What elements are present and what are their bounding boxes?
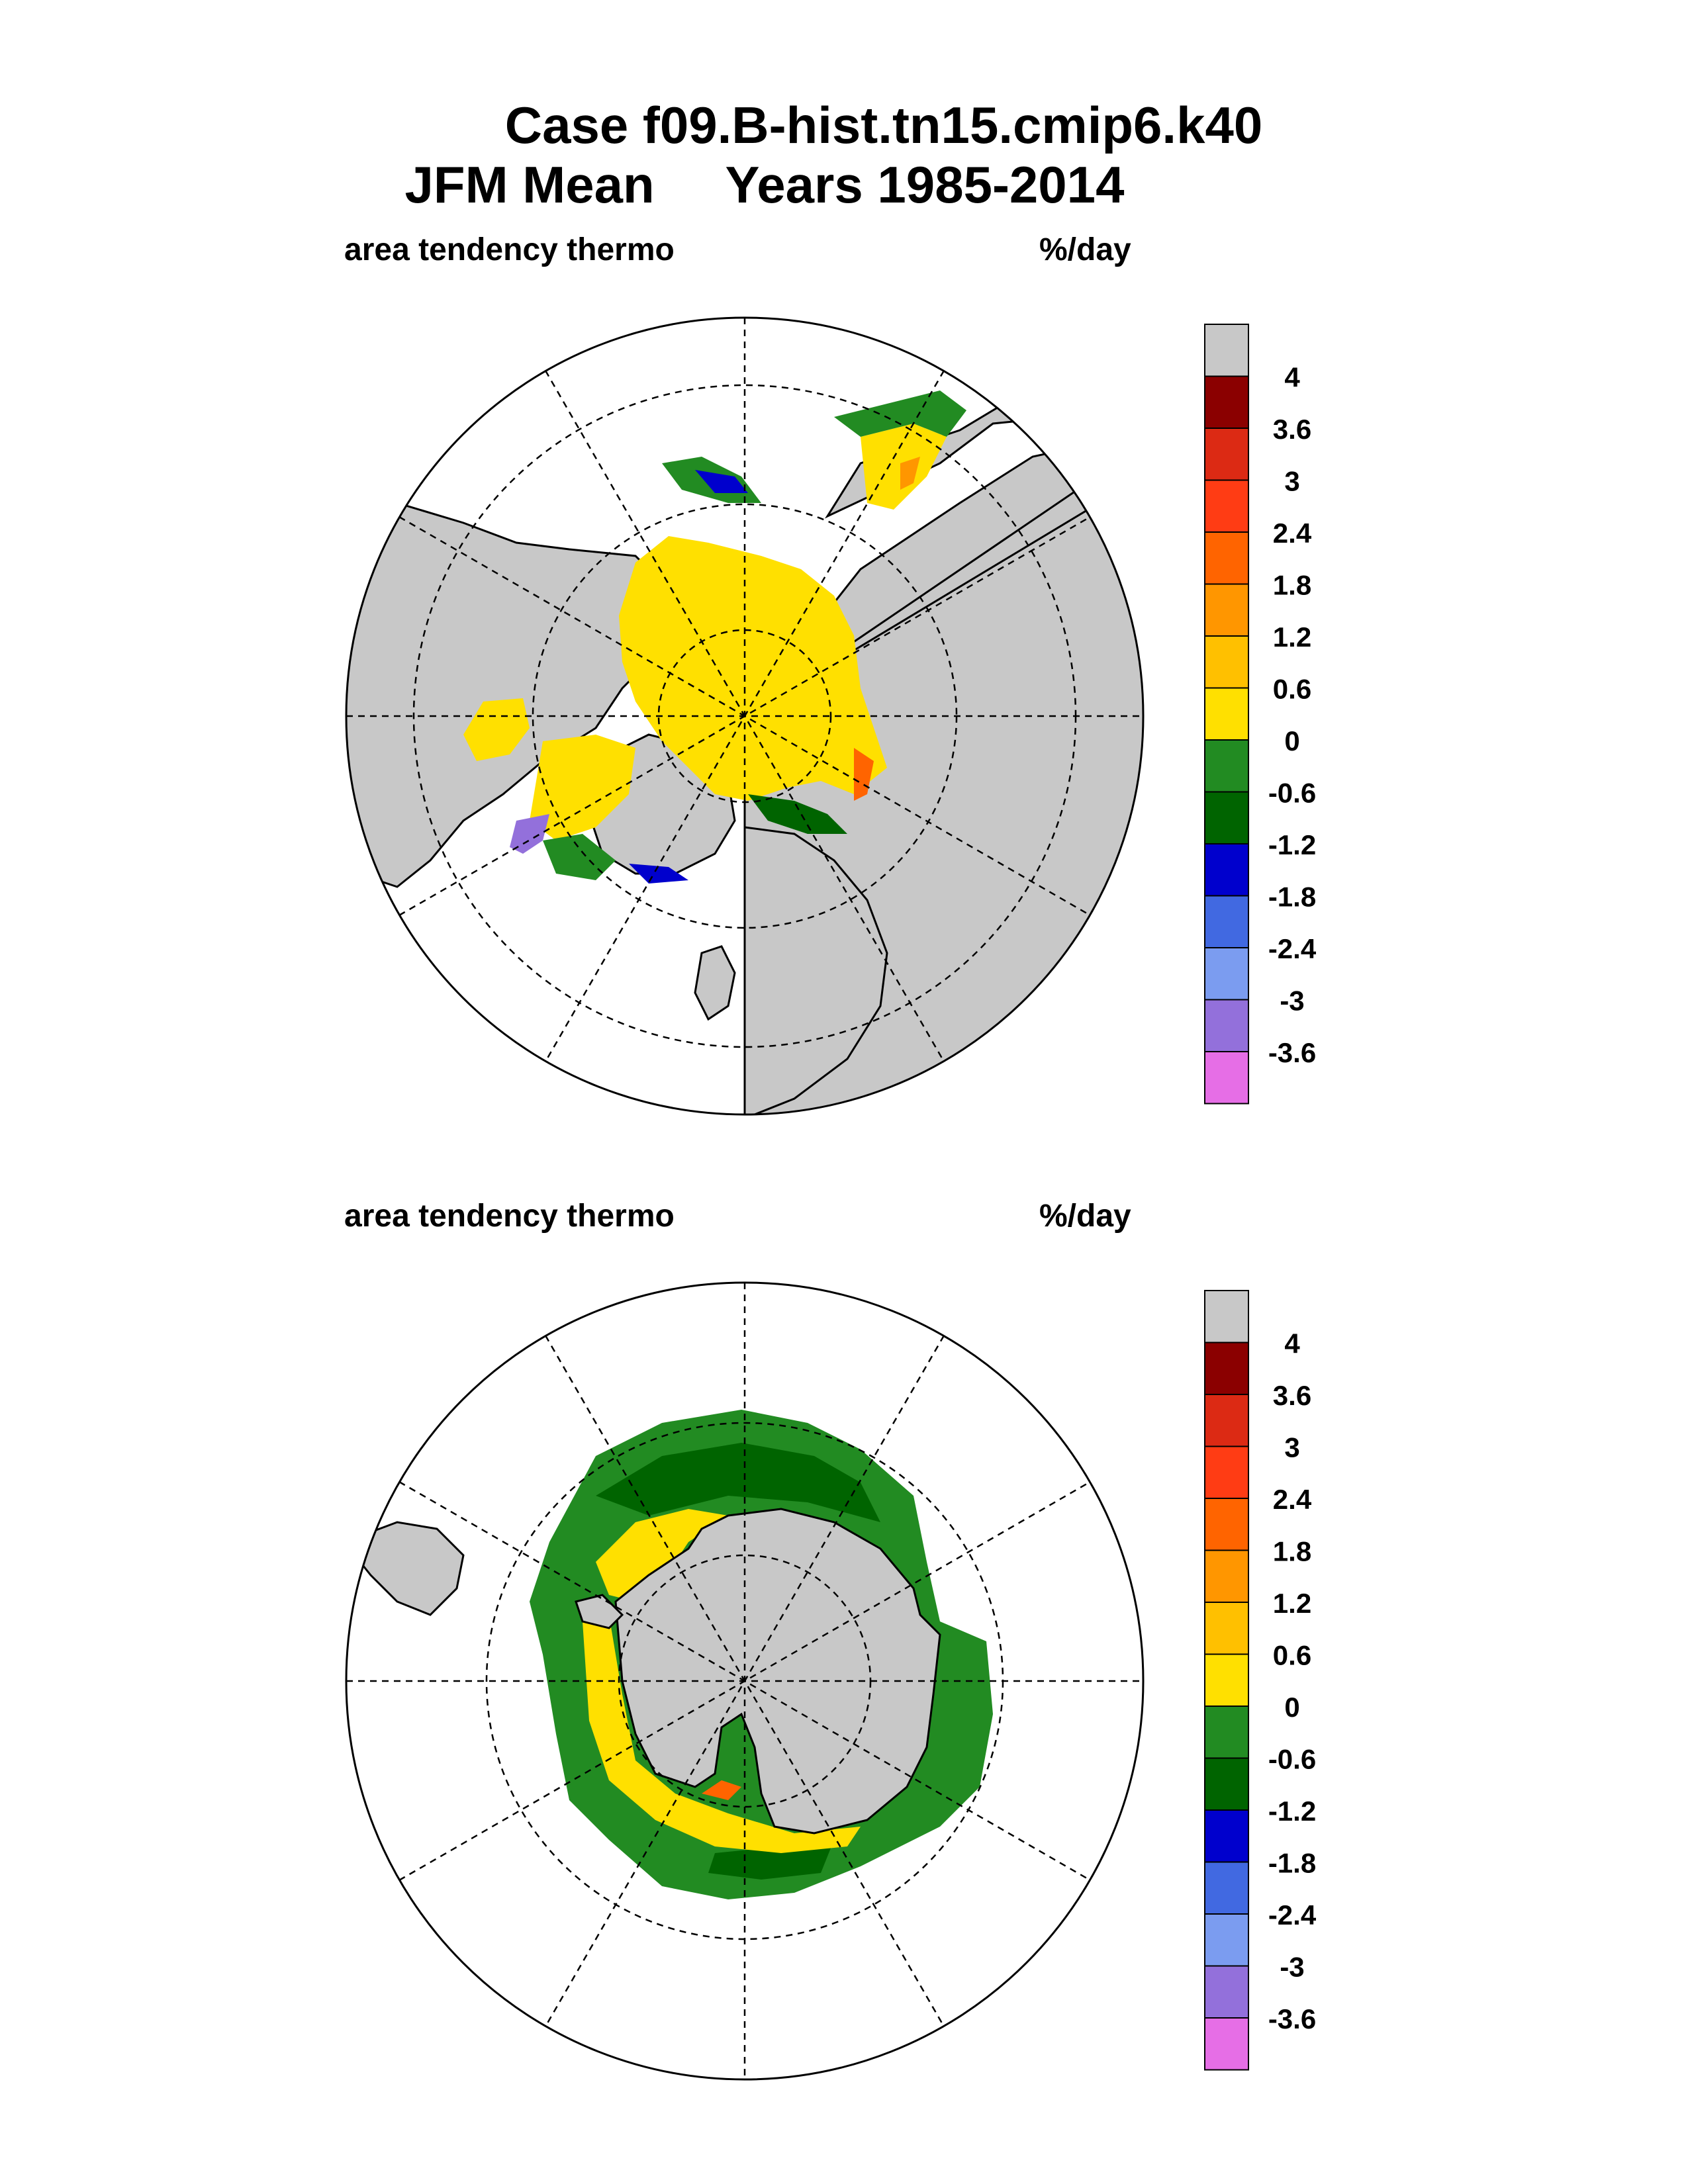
south-ice-inner-yellow-west bbox=[583, 1615, 861, 1853]
north-colorbar-label: 1.8 bbox=[1273, 570, 1311, 601]
north-colorbar-box bbox=[1204, 531, 1249, 585]
north-ice-barents-edge bbox=[748, 794, 847, 834]
south-colorbar-label: -0.6 bbox=[1268, 1744, 1316, 1775]
south-colorbar-label: 0 bbox=[1284, 1692, 1299, 1723]
north-colorbar-label: -0.6 bbox=[1268, 778, 1316, 809]
south-colorbar-box bbox=[1204, 1757, 1249, 1811]
north-colorbar-label: 0 bbox=[1284, 725, 1299, 756]
north-ice-barents-red bbox=[854, 748, 874, 801]
south-ice-weddell-yellow bbox=[596, 1509, 728, 1602]
south-colorbar-box bbox=[1204, 1602, 1249, 1655]
north-colorbar-label: 0.6 bbox=[1273, 674, 1311, 705]
north-polar-map bbox=[345, 316, 1145, 1116]
south-colorbar-box bbox=[1204, 2017, 1249, 2071]
north-colorbar-label: -1.2 bbox=[1268, 829, 1316, 860]
south-land-antarctica bbox=[614, 1508, 941, 1835]
south-colorbar-box bbox=[1204, 1706, 1249, 1759]
south-units-label: %/day bbox=[1039, 1199, 1131, 1234]
south-ice-weddell-dark bbox=[596, 1443, 880, 1522]
south-colorbar-box bbox=[1204, 1342, 1249, 1395]
north-colorbar-box bbox=[1204, 635, 1249, 689]
south-colorbar-box bbox=[1204, 1913, 1249, 1967]
north-ice-okhotsk-orange bbox=[900, 457, 920, 490]
north-colorbar-label: -2.4 bbox=[1268, 933, 1317, 964]
north-colorbar-label: 3 bbox=[1284, 466, 1299, 497]
north-colorbar-box bbox=[1204, 791, 1249, 844]
north-units-label: %/day bbox=[1039, 232, 1131, 267]
plot-title-case: Case f09.B-hist.tn15.cmip6.k40 bbox=[504, 96, 1263, 154]
south-colorbar-label: -1.8 bbox=[1268, 1848, 1316, 1879]
north-colorbar-label: 2.4 bbox=[1273, 518, 1312, 549]
north-colorbar-label: 1.2 bbox=[1273, 621, 1311, 653]
north-colorbar-label: -1.8 bbox=[1268, 882, 1316, 913]
south-variable-label: area tendency thermo bbox=[344, 1199, 675, 1234]
south-colorbar-box bbox=[1204, 1549, 1249, 1603]
north-colorbar-label: 3.6 bbox=[1273, 414, 1311, 445]
south-colorbar-box bbox=[1204, 1653, 1249, 1707]
south-polar-map bbox=[345, 1281, 1145, 2081]
north-colorbar-label: -3 bbox=[1280, 985, 1304, 1017]
plot-title-period: JFM Mean Years 1985-2014 bbox=[404, 156, 1125, 214]
south-colorbar-box bbox=[1204, 1861, 1249, 1915]
north-colorbar-box bbox=[1204, 583, 1249, 637]
south-graticule bbox=[346, 1283, 1143, 2079]
north-variable-label: area tendency thermo bbox=[344, 232, 675, 267]
north-colorbar-box bbox=[1204, 947, 1249, 1001]
south-colorbar-box bbox=[1204, 1809, 1249, 1863]
south-colorbar-label: 2.4 bbox=[1273, 1484, 1312, 1515]
south-colorbar-label: -3 bbox=[1280, 1952, 1304, 1983]
south-colorbar-label: -2.4 bbox=[1268, 1899, 1317, 1931]
north-colorbar: 4 3.6 3 2.4 1.8 1.2 0.6 0 -0.6 -1.2 -1.8 -2.4 -3 -3.6 bbox=[1204, 324, 1317, 1105]
north-ice-chukchi-dark bbox=[695, 470, 748, 493]
north-ice-greenland-sea-blue bbox=[629, 864, 688, 884]
north-graticule bbox=[346, 318, 1143, 1115]
north-colorbar-box bbox=[1204, 687, 1249, 741]
north-colorbar-label: 4 bbox=[1284, 362, 1300, 393]
south-colorbar-label: 0.6 bbox=[1273, 1640, 1311, 1671]
north-ice-central-arctic bbox=[619, 536, 887, 801]
north-colorbar-box bbox=[1204, 739, 1249, 793]
south-colorbar-label: 4 bbox=[1284, 1328, 1300, 1359]
south-colorbar: 4 3.6 3 2.4 1.8 1.2 0.6 0 -0.6 -1.2 -1.8 -2.4 -3 -3.6 bbox=[1204, 1290, 1317, 2071]
north-colorbar-label: -3.6 bbox=[1268, 1037, 1316, 1068]
north-ice-bering-edge bbox=[834, 390, 966, 437]
north-ice-atlantic-edge bbox=[543, 834, 616, 880]
south-colorbar-box bbox=[1204, 1965, 1249, 2019]
south-colorbar-label: 3.6 bbox=[1273, 1380, 1311, 1411]
north-land-uk bbox=[694, 945, 736, 1021]
north-ice-hudson-bay bbox=[463, 698, 530, 761]
south-colorbar-box bbox=[1204, 1394, 1249, 1447]
north-colorbar-box bbox=[1204, 999, 1249, 1052]
north-colorbar-box bbox=[1204, 324, 1249, 377]
south-colorbar-box bbox=[1204, 1498, 1249, 1551]
north-colorbar-box bbox=[1204, 843, 1249, 897]
south-colorbar-label: -3.6 bbox=[1268, 2003, 1316, 2034]
north-colorbar-box bbox=[1204, 1051, 1249, 1105]
north-colorbar-box bbox=[1204, 895, 1249, 948]
south-colorbar-box bbox=[1204, 1290, 1249, 1343]
north-colorbar-box bbox=[1204, 428, 1249, 481]
south-colorbar-box bbox=[1204, 1445, 1249, 1499]
south-colorbar-label: 3 bbox=[1284, 1432, 1299, 1463]
south-ice-red-edge bbox=[702, 1780, 741, 1800]
north-colorbar-box bbox=[1204, 479, 1249, 533]
south-colorbar-label: -1.2 bbox=[1268, 1796, 1316, 1827]
south-colorbar-label: 1.2 bbox=[1273, 1588, 1311, 1619]
north-ice-labrador-purple bbox=[510, 814, 549, 854]
north-land-north-america bbox=[346, 502, 677, 888]
south-colorbar-label: 1.8 bbox=[1273, 1536, 1311, 1567]
south-land-south-america bbox=[346, 1521, 465, 1616]
north-colorbar-box bbox=[1204, 375, 1249, 429]
